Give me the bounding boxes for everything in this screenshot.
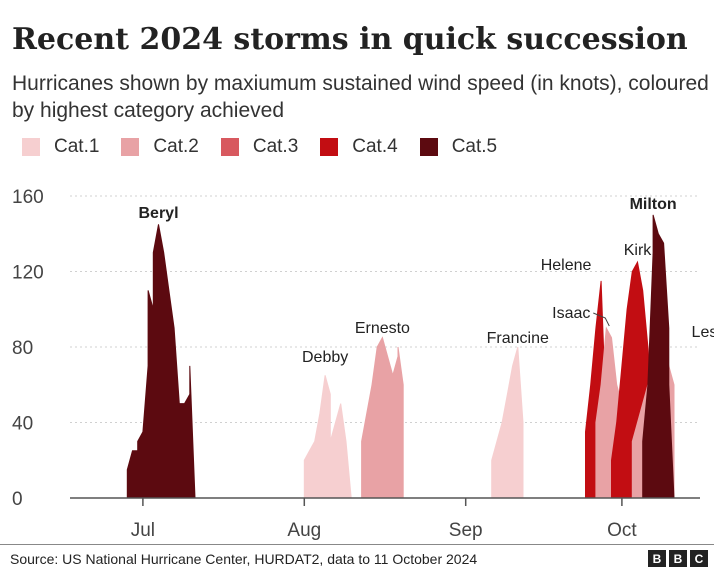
storm-label-francine: Francine [487,330,549,347]
x-tick-label: Aug [287,520,321,541]
chart-title: Recent 2024 storms in quick succession [12,22,688,57]
legend-item-cat1: Cat.1 [22,136,99,158]
y-tick-label: 160 [12,187,44,208]
logo-letter: C [690,550,708,567]
legend-label: Cat.4 [352,136,398,157]
isaac-leader-line [593,312,610,327]
legend-label: Cat.3 [252,136,299,157]
legend: Cat.1 Cat.2 Cat.3 Cat.4 Cat.5 [22,136,519,158]
legend-swatch [419,138,438,156]
legend-item-cat4: Cat.4 [320,136,398,158]
storm-area-francine [491,346,524,499]
legend-item-cat3: Cat.3 [220,136,299,158]
y-tick-label: 0 [12,489,23,510]
legend-item-cat2: Cat.2 [121,136,199,158]
chart-subtitle: Hurricanes shown by maxiumum sustained w… [12,72,709,122]
storm-label-debby: Debby [302,349,348,366]
bbc-logo: B B C [648,550,708,567]
storm-label-leslie: Leslie [692,324,714,341]
footer-divider [0,544,714,545]
legend-swatch [22,138,40,156]
storm-area-milton [642,214,675,499]
logo-letter: B [669,550,687,567]
storm-area-chart: 0 40 80 120 160 Jul Aug Sep Oct Beryl Debby Ernesto… [12,187,714,541]
source-note: Source: US National Hurricane Center, HU… [10,551,478,567]
footer: Source: US National Hurricane Center, HU… [0,544,714,571]
storm-area-beryl [126,224,196,499]
x-tick-label: Sep [449,520,483,541]
storm-label-helene: Helene [541,257,592,274]
storm-label-ernesto: Ernesto [355,320,410,337]
y-tick-label: 80 [12,338,33,359]
y-tick-label: 120 [12,263,44,284]
legend-item-cat5: Cat.5 [419,136,498,158]
storm-label-isaac: Isaac [552,305,590,322]
x-tick-label: Oct [607,520,637,541]
legend-swatch [320,138,339,156]
legend-swatch [220,138,239,156]
legend-swatch [121,138,140,156]
storm-label-kirk: Kirk [624,242,653,259]
logo-letter: B [648,550,666,567]
legend-label: Cat.1 [54,136,100,157]
x-tick-label: Jul [131,520,155,541]
storm-label-beryl: Beryl [138,205,178,222]
legend-label: Cat.2 [153,136,199,157]
storm-label-milton: Milton [630,196,677,213]
legend-label: Cat.5 [451,136,498,157]
storm-area-debby [303,375,352,499]
y-tick-label: 40 [12,414,33,435]
storm-area-ernesto [361,336,404,499]
